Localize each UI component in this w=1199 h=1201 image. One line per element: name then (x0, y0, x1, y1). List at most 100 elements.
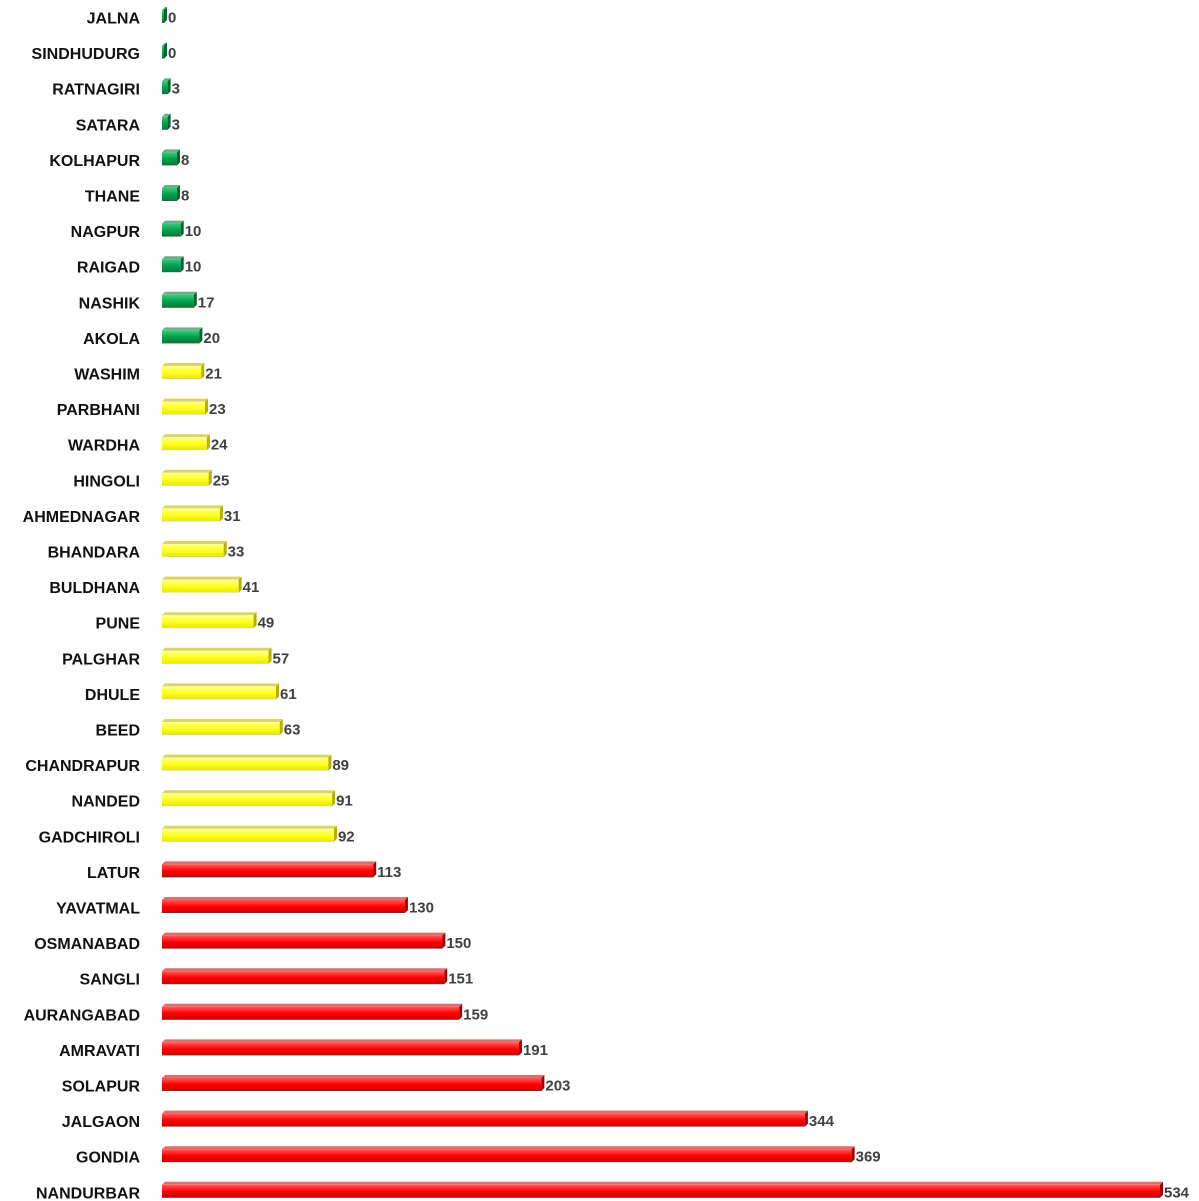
value-label-latur: 113 (377, 864, 401, 881)
category-label-yavatmal: YAVATMAL (56, 901, 140, 918)
value-label-aurangabad: 159 (463, 1006, 488, 1023)
bar-nandurbar (162, 1181, 1163, 1198)
category-label-thane: THANE (85, 189, 140, 206)
bar-parbhani (162, 398, 208, 415)
bar-ratnagiri (162, 78, 171, 95)
value-label-sindhudurg: 0 (168, 45, 176, 62)
value-label-washim: 21 (205, 366, 222, 383)
value-label-pune: 49 (258, 615, 275, 632)
category-label-pune: PUNE (96, 616, 141, 633)
bar-palghar (162, 647, 272, 664)
bar-osmanabad (162, 932, 446, 949)
value-label-ahmednagar: 31 (224, 508, 241, 525)
bar-aurangabad (162, 1003, 463, 1020)
value-label-gadchiroli: 92 (338, 828, 355, 845)
value-label-nashik: 17 (198, 294, 215, 311)
value-label-parbhani: 23 (209, 401, 226, 418)
value-label-jalgaon: 344 (809, 1113, 835, 1130)
bar-pune (162, 612, 257, 629)
bar-buldhana (162, 576, 242, 593)
bar-solapur (162, 1075, 545, 1091)
bar-gondia (162, 1146, 855, 1163)
value-label-dhule: 61 (280, 686, 297, 703)
bar-bhandara (162, 541, 227, 557)
category-label-wardha: WARDHA (68, 438, 140, 455)
value-label-thane: 8 (181, 188, 189, 205)
value-label-wardha: 24 (211, 437, 228, 454)
value-label-buldhana: 41 (243, 579, 260, 596)
value-label-osmanabad: 150 (446, 935, 471, 952)
category-label-gondia: GONDIA (76, 1150, 140, 1167)
bar-sangli (162, 968, 448, 985)
category-label-bhandara: BHANDARA (48, 545, 141, 562)
bar-raigad (162, 256, 184, 273)
category-label-osmanabad: OSMANABAD (34, 936, 140, 953)
value-label-nagpur: 10 (185, 223, 202, 240)
category-label-washim: WASHIM (74, 367, 140, 384)
bar-sindhudurg (162, 42, 167, 59)
category-label-nandurbar: NANDURBAR (36, 1185, 140, 1201)
value-label-hingoli: 25 (213, 472, 230, 489)
category-label-akola: AKOLA (83, 331, 140, 348)
category-label-sangli: SANGLI (80, 972, 140, 989)
category-label-buldhana: BULDHANA (49, 580, 140, 597)
bar-gadchiroli (162, 825, 337, 842)
category-label-kolhapur: KOLHAPUR (49, 153, 140, 170)
bar-amravati (162, 1039, 522, 1056)
value-label-chandrapur: 89 (332, 757, 349, 774)
bar-chandrapur (162, 754, 332, 771)
bar-nashik (162, 291, 197, 308)
bar-yavatmal (162, 897, 408, 913)
category-label-jalna: JALNA (87, 11, 141, 28)
category-label-nashik: NASHIK (79, 295, 141, 312)
value-label-gondia: 369 (856, 1149, 881, 1166)
value-label-beed: 63 (284, 722, 301, 739)
value-label-amravati: 191 (523, 1042, 548, 1059)
category-label-aurangabad: AURANGABAD (24, 1007, 140, 1024)
bar-hingoli (162, 469, 212, 486)
value-label-raigad: 10 (185, 259, 202, 276)
category-label-chandrapur: CHANDRAPUR (25, 758, 140, 775)
value-label-kolhapur: 8 (181, 152, 189, 169)
value-label-jalna: 0 (168, 10, 176, 27)
value-label-palghar: 57 (273, 650, 290, 667)
value-labels: 0033881010172021232425313341495761638991… (168, 10, 1190, 1201)
category-label-raigad: RAIGAD (77, 260, 140, 277)
value-label-yavatmal: 130 (409, 900, 434, 917)
category-label-nagpur: NAGPUR (71, 224, 141, 241)
value-label-sangli: 151 (448, 971, 473, 988)
bar-wardha (162, 434, 210, 451)
category-labels: JALNA SINDHUDURG RATNAGIRI SATARA KOLHAPUR TH… (23, 11, 141, 1201)
category-label-palghar: PALGHAR (62, 651, 140, 668)
bar-akola (162, 327, 203, 344)
bar-jalna (162, 7, 167, 23)
category-label-sindhudurg: SINDHUDURG (32, 46, 140, 63)
bar-jalgaon (162, 1110, 808, 1127)
category-label-dhule: DHULE (85, 687, 140, 704)
value-label-ratnagiri: 3 (172, 81, 180, 98)
bar-satara (162, 113, 171, 130)
bar-ahmednagar (162, 505, 223, 522)
category-label-ratnagiri: RATNAGIRI (52, 82, 140, 99)
category-label-ahmednagar: AHMEDNAGAR (23, 509, 141, 526)
value-label-bhandara: 33 (228, 544, 245, 561)
bar-latur (162, 861, 377, 878)
bars (162, 7, 1163, 1198)
category-label-amravati: AMRAVATI (59, 1043, 140, 1060)
bar-washim (162, 363, 205, 379)
bar-beed (162, 719, 283, 735)
category-label-hingoli: HINGOLI (73, 473, 140, 490)
category-label-gadchiroli: GADCHIROLI (39, 829, 140, 846)
bar-kolhapur (162, 149, 180, 166)
value-label-nandurbar: 534 (1164, 1184, 1190, 1201)
category-label-latur: LATUR (87, 865, 140, 882)
value-label-satara: 3 (172, 116, 180, 133)
bar-dhule (162, 683, 280, 700)
bar-nagpur (162, 220, 184, 237)
value-label-akola: 20 (203, 330, 220, 347)
category-label-parbhani: PARBHANI (57, 402, 140, 419)
category-label-solapur: SOLAPUR (62, 1079, 141, 1096)
value-label-nanded: 91 (336, 793, 353, 810)
value-label-solapur: 203 (545, 1078, 570, 1095)
